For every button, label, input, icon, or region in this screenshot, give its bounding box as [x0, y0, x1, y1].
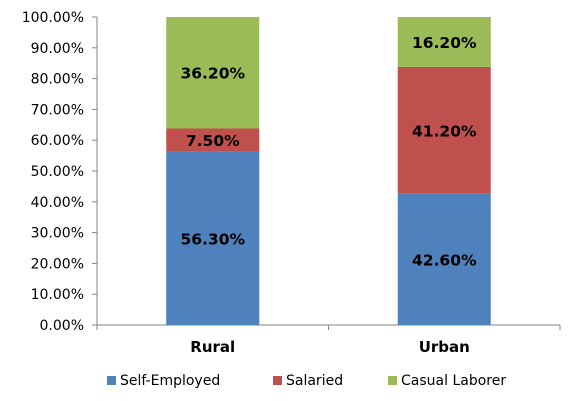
data-label: 7.50%: [186, 132, 240, 150]
y-tick-label: 100.00%: [22, 10, 84, 26]
y-tick-label: 60.00%: [31, 133, 84, 149]
y-tick-label: 90.00%: [31, 41, 84, 57]
y-tick-label: 40.00%: [31, 195, 84, 211]
legend: Self-Employed Salaried Casual Laborer: [107, 373, 506, 389]
legend-swatch: [273, 376, 282, 385]
y-tick-label: 20.00%: [31, 256, 84, 272]
x-category-label: Rural: [190, 338, 235, 356]
legend-label: Casual Laborer: [401, 373, 506, 389]
bar-self-employed-rural: [166, 151, 260, 325]
y-tick-label: 30.00%: [31, 226, 84, 242]
legend-swatch: [388, 376, 397, 385]
legend-label: Salaried: [286, 373, 343, 389]
y-tick-label: 70.00%: [31, 102, 84, 118]
y-tick-label: 0.00%: [40, 318, 84, 334]
legend-swatch: [107, 376, 116, 385]
y-tick-label: 10.00%: [31, 287, 84, 303]
bar-salaried-urban: [397, 66, 491, 194]
bars: [166, 17, 491, 325]
bar-self-employed-urban: [397, 193, 491, 325]
data-label: 36.20%: [180, 65, 245, 83]
bar-salaried-rural: [166, 128, 260, 152]
bar-casual-laborer-rural: [166, 17, 260, 129]
x-category-label: Urban: [419, 338, 470, 356]
data-label: 42.60%: [412, 251, 477, 269]
axes: 0.00% 10.00% 20.00% 30.00% 40.00% 50.00% 60.00…: [22, 10, 561, 356]
y-tick-label: 50.00%: [31, 164, 84, 180]
data-labels: 56.30% 7.50% 36.20% 42.60% 41.20% 16.20%: [180, 34, 477, 269]
data-label: 16.20%: [412, 34, 477, 52]
data-label: 41.20%: [412, 122, 477, 140]
bar-casual-laborer-urban: [397, 17, 491, 67]
data-label: 56.30%: [180, 230, 245, 248]
y-tick-label: 80.00%: [31, 72, 84, 88]
legend-label: Self-Employed: [120, 373, 220, 389]
